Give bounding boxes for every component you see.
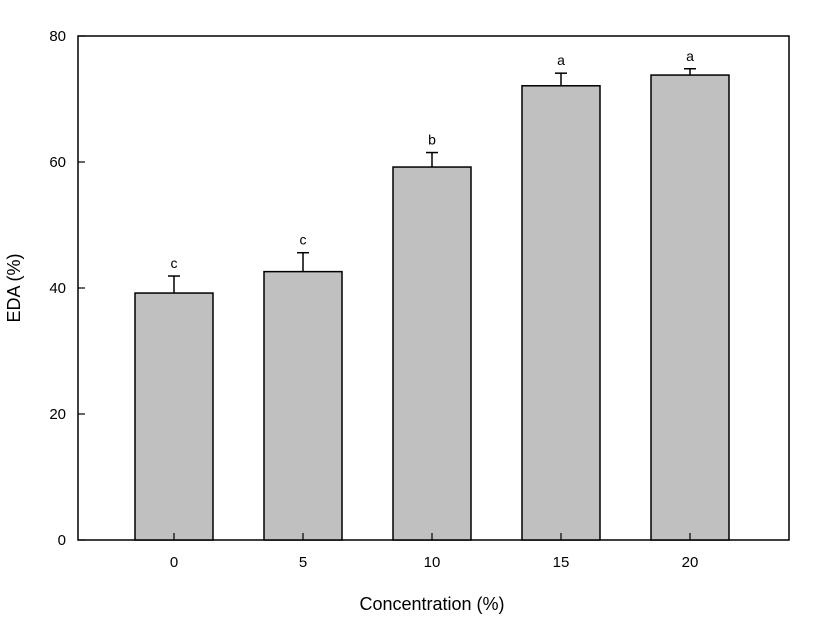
significance-label: b [428,132,436,148]
y-axis-title: EDA (%) [4,253,24,322]
y-tick-label: 60 [49,154,66,171]
significance-label: a [557,52,565,68]
x-tick-label: 5 [299,554,307,571]
y-tick-label: 40 [49,280,66,297]
x-tick-label: 15 [553,554,570,571]
y-tick-label: 0 [58,532,66,549]
y-axis: 0 20 40 60 80 [49,28,85,549]
significance-label: c [300,232,307,248]
bar [134,292,214,541]
y-tick-label: 20 [49,406,66,423]
significance-label: a [686,48,694,64]
x-axis-title: Concentration (%) [359,594,504,614]
x-tick-label: 10 [424,554,441,571]
bars-layer: c c b a a [134,48,730,541]
bar [650,74,730,541]
y-tick-label: 80 [49,28,66,45]
x-tick-label: 20 [682,554,699,571]
bar [392,166,472,541]
x-axis: 0 5 10 15 20 [170,533,699,571]
bar [521,85,601,541]
bar [263,270,343,541]
significance-label: c [171,255,178,271]
x-tick-label: 0 [170,554,178,571]
